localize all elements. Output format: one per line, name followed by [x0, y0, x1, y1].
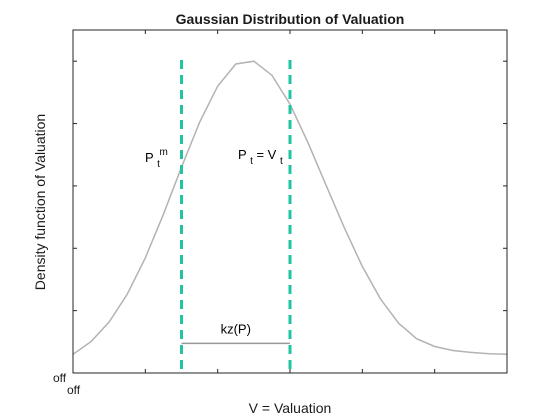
chart-title: Gaussian Distribution of Valuation — [176, 11, 405, 27]
annotation-pm: P t m — [145, 147, 168, 170]
annotation-pt-sub: t — [250, 156, 253, 167]
x-tick-label: off — [67, 383, 81, 397]
annotation-eq-v: = V — [256, 147, 276, 162]
annotation-pm-sup: m — [159, 147, 167, 158]
axis-ticks — [73, 30, 507, 373]
x-axis-label: V = Valuation — [249, 400, 332, 416]
bracket-label: kz(P) — [221, 321, 251, 336]
annotation-pm-base: P — [145, 150, 153, 165]
density-curve — [72, 60, 508, 356]
annotation-pm-sub: t — [157, 159, 160, 170]
y-tick-label: off — [53, 371, 67, 385]
y-axis-label: Density function of Valuation — [32, 114, 48, 290]
axes-box — [72, 29, 508, 374]
annotation-pt-base: P — [238, 147, 246, 162]
annotation-pt-vt: P t = V t — [238, 147, 283, 167]
annotation-vt-sub: t — [280, 156, 283, 167]
